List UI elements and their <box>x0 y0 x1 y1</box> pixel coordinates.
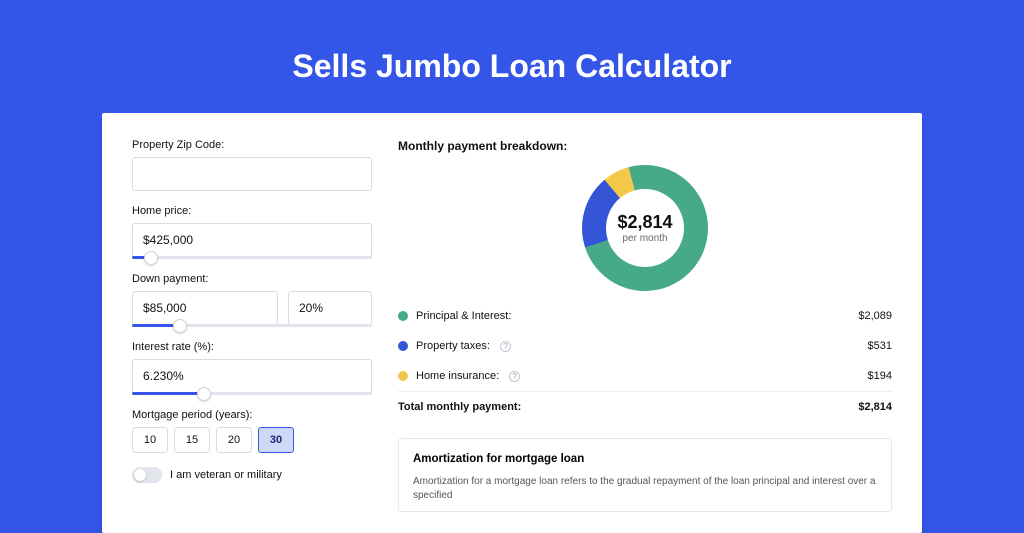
info-icon[interactable]: ? <box>509 371 520 382</box>
home-price-group: Home price: <box>132 205 372 259</box>
period-btn-30[interactable]: 30 <box>258 427 294 453</box>
period-btn-20[interactable]: 20 <box>216 427 252 453</box>
home-price-label: Home price: <box>132 205 372 217</box>
legend-label: Home insurance: <box>416 370 499 382</box>
legend-dot <box>398 311 408 321</box>
veteran-toggle[interactable] <box>132 467 162 483</box>
period-label: Mortgage period (years): <box>132 409 372 421</box>
rate-input[interactable] <box>132 359 372 393</box>
amortization-box: Amortization for mortgage loan Amortizat… <box>398 438 892 512</box>
total-value: $2,814 <box>858 401 892 413</box>
legend-row: Principal & Interest: $2,089 <box>398 301 892 331</box>
home-price-slider[interactable] <box>132 256 372 259</box>
donut-center: $2,814 per month <box>606 189 684 267</box>
donut-chart-wrap: $2,814 per month <box>398 165 892 291</box>
toggle-knob <box>134 469 146 481</box>
legend-label: Property taxes: <box>416 340 490 352</box>
veteran-label: I am veteran or military <box>170 469 282 481</box>
rate-slider[interactable] <box>132 392 372 395</box>
breakdown-title: Monthly payment breakdown: <box>398 139 892 153</box>
home-price-input[interactable] <box>132 223 372 257</box>
page-title: Sells Jumbo Loan Calculator <box>0 0 1024 113</box>
total-label: Total monthly payment: <box>398 401 521 413</box>
legend-dot <box>398 341 408 351</box>
calculator-card: Property Zip Code: Home price: Down paym… <box>102 113 922 533</box>
veteran-row: I am veteran or military <box>132 467 372 483</box>
period-btn-15[interactable]: 15 <box>174 427 210 453</box>
down-payment-input[interactable] <box>132 291 278 325</box>
donut-value: $2,814 <box>617 212 672 233</box>
input-panel: Property Zip Code: Home price: Down paym… <box>132 139 372 513</box>
legend: Principal & Interest: $2,089 Property taxe… <box>398 301 892 422</box>
period-group: Mortgage period (years): 10152030 <box>132 409 372 453</box>
down-payment-pct-input[interactable] <box>288 291 372 325</box>
legend-row: Home insurance:? $194 <box>398 361 892 391</box>
legend-value: $2,089 <box>858 310 892 322</box>
rate-group: Interest rate (%): <box>132 341 372 395</box>
zip-label: Property Zip Code: <box>132 139 372 151</box>
period-btn-10[interactable]: 10 <box>132 427 168 453</box>
amortization-text: Amortization for a mortgage loan refers … <box>413 475 877 503</box>
legend-dot <box>398 371 408 381</box>
down-payment-label: Down payment: <box>132 273 372 285</box>
donut-chart: $2,814 per month <box>582 165 708 291</box>
legend-label: Principal & Interest: <box>416 310 511 322</box>
down-payment-group: Down payment: <box>132 273 372 327</box>
legend-value: $194 <box>868 370 892 382</box>
legend-total-row: Total monthly payment: $2,814 <box>398 391 892 422</box>
breakdown-panel: Monthly payment breakdown: $2,814 per mo… <box>398 139 892 513</box>
donut-sub: per month <box>622 233 667 244</box>
legend-value: $531 <box>868 340 892 352</box>
info-icon[interactable]: ? <box>500 341 511 352</box>
amortization-title: Amortization for mortgage loan <box>413 453 877 465</box>
zip-input[interactable] <box>132 157 372 191</box>
legend-row: Property taxes:? $531 <box>398 331 892 361</box>
rate-label: Interest rate (%): <box>132 341 372 353</box>
down-payment-slider[interactable] <box>132 324 372 327</box>
zip-group: Property Zip Code: <box>132 139 372 191</box>
